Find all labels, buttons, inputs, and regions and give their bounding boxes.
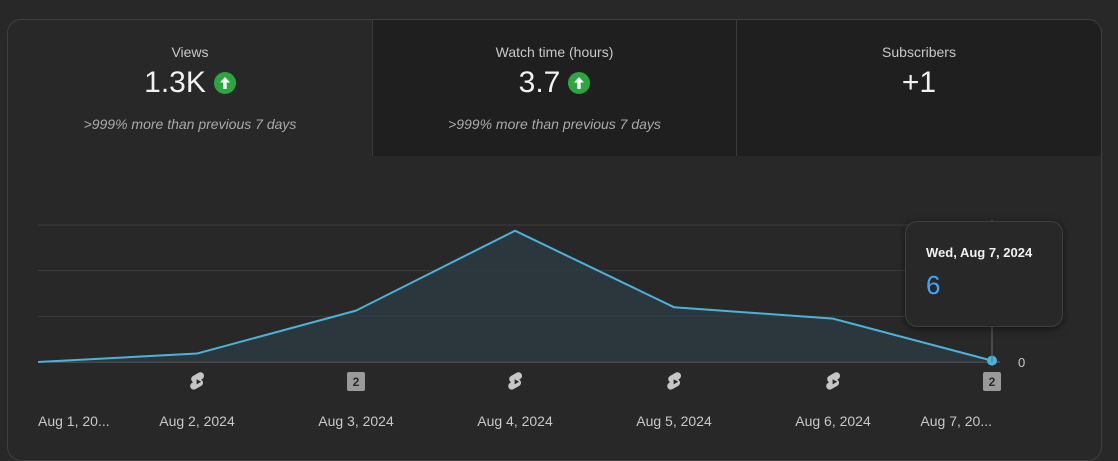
tooltip-date: Wed, Aug 7, 2024 bbox=[926, 245, 1033, 260]
x-tick-label: Aug 3, 2024 bbox=[318, 413, 394, 429]
x-tick-label: Aug 5, 2024 bbox=[636, 413, 712, 429]
data-point bbox=[513, 229, 517, 233]
metric-value-row: +1 bbox=[737, 66, 1101, 100]
series-line bbox=[37, 229, 993, 363]
shorts-icon-play bbox=[196, 379, 202, 385]
shorts-icon[interactable] bbox=[667, 372, 682, 390]
shorts-icon[interactable] bbox=[190, 372, 205, 390]
tab-watch-time[interactable]: Watch time (hours) 3.7 >999% more than p… bbox=[372, 20, 736, 156]
shorts-icon[interactable] bbox=[826, 372, 841, 390]
metric-note: >999% more than previous 7 days bbox=[83, 116, 297, 132]
data-point bbox=[195, 352, 199, 356]
x-tick-label: Aug 6, 2024 bbox=[795, 413, 871, 429]
metric-value: +1 bbox=[901, 66, 937, 99]
tooltip-value: 6 bbox=[926, 270, 941, 300]
metric-label: Subscribers bbox=[882, 44, 956, 60]
x-tick-label: Aug 4, 2024 bbox=[477, 413, 553, 429]
data-point bbox=[831, 317, 835, 321]
x-tick-label: Aug 2, 2024 bbox=[159, 413, 235, 429]
chart-tooltip: Wed, Aug 7, 2024 6 bbox=[905, 221, 1063, 327]
x-tick-label: Aug 1, 20... bbox=[38, 413, 110, 429]
metric-note: >999% more than previous 7 days bbox=[448, 116, 661, 132]
x-tick-label: Aug 7, 20... bbox=[920, 413, 992, 429]
metric-value: 1.3K bbox=[144, 66, 206, 99]
metric-label: Watch time (hours) bbox=[495, 44, 614, 60]
data-point bbox=[36, 360, 40, 364]
count-badge-label: 2 bbox=[989, 375, 996, 389]
shorts-icon-play bbox=[673, 379, 679, 385]
metric-tabs: Views 1.3K >999% more than previous 7 da… bbox=[8, 20, 1101, 156]
trend-up-icon bbox=[568, 72, 591, 94]
metric-value-row: 1.3K bbox=[8, 66, 372, 100]
shorts-icon[interactable] bbox=[508, 372, 523, 390]
tab-subscribers[interactable]: Subscribers +1 bbox=[736, 20, 1101, 156]
count-badge-label: 2 bbox=[353, 375, 360, 389]
count-badge bbox=[983, 372, 1001, 391]
series-area bbox=[38, 230, 992, 362]
shorts-icon-play bbox=[832, 379, 838, 385]
metric-value-row: 3.7 bbox=[373, 66, 736, 100]
shorts-icon-play bbox=[514, 379, 520, 385]
data-point bbox=[354, 309, 358, 313]
data-point bbox=[672, 305, 676, 309]
trend-up-icon bbox=[213, 72, 236, 94]
metric-label: Views bbox=[171, 44, 209, 60]
tab-views[interactable]: Views 1.3K >999% more than previous 7 da… bbox=[8, 20, 372, 156]
metric-value: 3.7 bbox=[518, 66, 561, 99]
count-badge bbox=[347, 372, 365, 391]
y-tick-label: 0 bbox=[1018, 355, 1025, 370]
